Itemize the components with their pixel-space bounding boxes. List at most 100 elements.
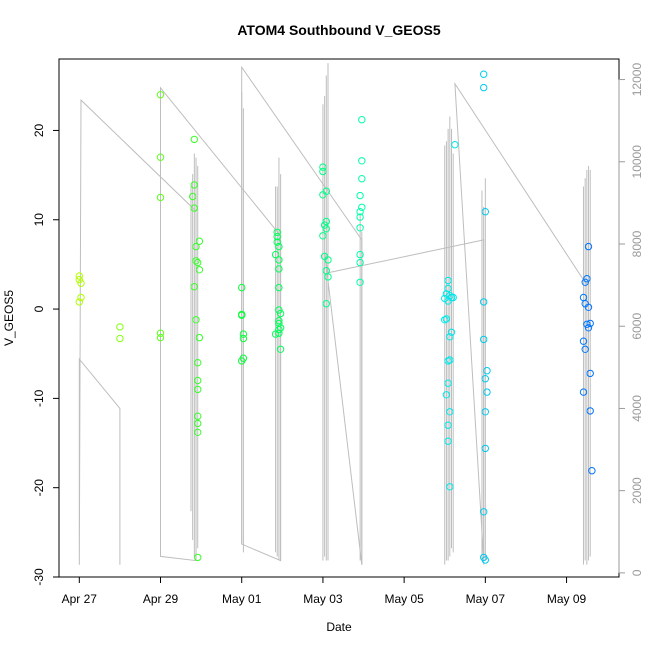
data-point (481, 208, 489, 216)
data-point (584, 242, 593, 251)
data-point (271, 250, 280, 259)
x-tick-label: Apr 27 (62, 592, 98, 606)
data-point (588, 467, 596, 475)
data-point (322, 217, 330, 226)
data-point (194, 376, 202, 385)
data-point (238, 357, 246, 365)
data-point (444, 379, 452, 387)
data-point (444, 421, 452, 429)
data-point (273, 228, 281, 237)
data-point (480, 70, 488, 78)
data-point (444, 276, 452, 285)
x-tick-label: May 07 (466, 592, 506, 606)
data-point (481, 408, 489, 416)
data-point (446, 333, 454, 341)
data-point (581, 278, 589, 286)
x-axis-label: Date (326, 620, 352, 634)
data-point (194, 412, 202, 420)
data-point (190, 283, 199, 291)
data-point (195, 266, 204, 274)
data-point (451, 141, 459, 149)
data-point (192, 316, 200, 324)
data-point (275, 265, 283, 273)
data-point (273, 233, 281, 241)
data-point (275, 256, 283, 264)
data-point (116, 334, 124, 343)
data-point (320, 221, 329, 229)
data-point (194, 553, 202, 562)
y-tick-label: 10 (32, 213, 46, 227)
data-point (483, 367, 491, 375)
data-point (275, 242, 283, 251)
y2-tick-label: 8000 (630, 230, 644, 257)
data-point (116, 323, 124, 331)
data-point (319, 163, 327, 171)
data-point (444, 284, 452, 293)
data-point (447, 328, 456, 336)
data-point (586, 369, 594, 378)
data-point (194, 258, 202, 267)
data-point (156, 333, 165, 342)
data-point (583, 275, 591, 283)
x-tick-label: May 03 (303, 592, 343, 606)
data-point (156, 193, 165, 202)
data-point (481, 375, 489, 383)
data-point (324, 273, 332, 281)
data-point (194, 419, 202, 428)
data-point (480, 508, 488, 516)
data-point (481, 556, 489, 564)
data-point (276, 309, 285, 318)
data-point (276, 324, 285, 332)
y-tick-label: -20 (32, 479, 46, 497)
data-point (358, 157, 366, 165)
y-axis: -30 -20 -10 0 10 20 (32, 123, 60, 586)
data-point (190, 204, 199, 212)
data-point (239, 334, 248, 343)
y2-axis: 0 2000 4000 6000 8000 10000 12000 (618, 63, 644, 576)
data-point (579, 337, 588, 345)
y2-tick-label: 2000 (630, 477, 644, 504)
points-layer (75, 70, 596, 564)
data-point (480, 298, 488, 306)
x-tick-label: May 01 (222, 592, 262, 606)
y2-tick-label: 12000 (630, 63, 644, 97)
data-point (583, 320, 591, 328)
data-point (319, 232, 327, 240)
data-point (483, 388, 491, 396)
data-point (356, 278, 364, 286)
data-point (586, 319, 594, 328)
data-point (358, 175, 366, 183)
data-point (77, 293, 85, 302)
data-point (442, 391, 451, 399)
data-point (356, 213, 364, 221)
data-point (586, 407, 594, 415)
data-point (319, 191, 327, 199)
data-point (75, 272, 84, 280)
data-point (239, 330, 248, 338)
y-axis-label: V_GEOS5 (2, 290, 16, 346)
data-point (192, 257, 200, 265)
data-point (584, 324, 593, 332)
data-point (276, 345, 285, 353)
altitude-line-layer (78, 63, 591, 565)
data-point (442, 315, 451, 323)
y-tick-label: 20 (32, 123, 46, 137)
y-tick-label: 0 (32, 305, 46, 312)
data-point (275, 306, 283, 314)
data-point (195, 333, 204, 342)
data-point (275, 283, 283, 292)
x-tick-label: May 09 (547, 592, 587, 606)
y-tick-label: -10 (32, 389, 46, 407)
y2-tick-label: 10000 (630, 145, 644, 179)
plot-frame (58, 58, 620, 578)
data-point (275, 317, 283, 325)
x-tick-label: May 05 (384, 592, 424, 606)
y2-tick-label: 6000 (630, 313, 644, 340)
data-point (194, 385, 202, 394)
data-point (358, 116, 366, 124)
data-point (75, 298, 84, 306)
data-point (356, 258, 364, 267)
data-point (356, 208, 364, 216)
data-point (356, 250, 364, 259)
